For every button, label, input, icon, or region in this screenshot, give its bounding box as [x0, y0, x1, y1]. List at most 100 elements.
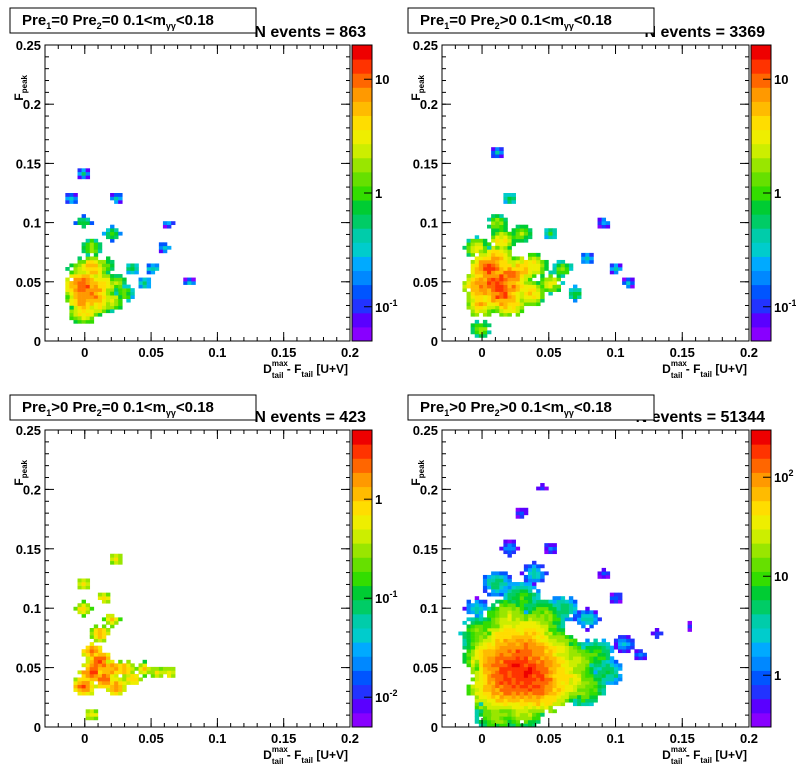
heatmap-bin	[511, 670, 516, 675]
heatmap-bin	[572, 691, 578, 696]
heatmap-bin	[536, 719, 541, 724]
heatmap-bin	[511, 277, 516, 282]
heatmap-bin	[523, 681, 529, 685]
heatmap-bin	[495, 712, 500, 717]
heatmap-bin	[482, 624, 488, 629]
heatmap-bin	[507, 288, 512, 292]
heatmap-bin	[544, 281, 549, 285]
heatmap-bin	[527, 610, 533, 615]
heatmap-bin	[81, 217, 86, 222]
heatmap-bin	[106, 228, 111, 233]
heatmap-bin	[77, 305, 82, 310]
heatmap-bin	[507, 582, 512, 586]
color-bar-step	[751, 698, 771, 714]
heatmap-bin	[491, 288, 496, 292]
color-bar-step	[352, 529, 372, 544]
heatmap-bin	[585, 610, 590, 615]
color-bar-step	[352, 613, 372, 629]
heatmap-bin	[507, 719, 512, 724]
heatmap-bin	[487, 309, 492, 314]
heatmap-bin	[97, 242, 103, 247]
heatmap-bin	[540, 613, 545, 618]
heatmap-bin	[474, 270, 480, 275]
heatmap-bin	[527, 698, 533, 703]
heatmap-bin	[495, 638, 500, 643]
heatmap-bin	[687, 624, 692, 629]
heatmap-bin	[81, 649, 86, 654]
heatmap-bin	[495, 698, 500, 703]
heatmap-bin	[482, 712, 488, 717]
heatmap-bin	[73, 681, 78, 685]
heatmap-bin	[552, 288, 557, 292]
heatmap-bin	[81, 295, 86, 300]
heatmap-bin	[507, 543, 512, 547]
heatmap-bin	[519, 610, 525, 615]
heatmap-bin	[487, 263, 492, 268]
heatmap-bin	[487, 681, 492, 685]
heatmap-bin	[118, 677, 123, 682]
heatmap-bin	[511, 305, 516, 310]
heatmap-bin	[474, 302, 480, 307]
y-axis-label: Fpeak	[409, 459, 426, 485]
heatmap-bin	[482, 719, 488, 724]
heatmap-bin	[73, 270, 78, 275]
heatmap-bin	[89, 267, 95, 271]
heatmap-bin	[564, 599, 570, 604]
heatmap-bin	[85, 259, 91, 264]
color-bar-step	[352, 256, 372, 272]
heatmap-bin	[593, 638, 598, 643]
heatmap-bin	[527, 578, 533, 583]
heatmap-bin	[81, 263, 86, 268]
heatmap-bin	[495, 610, 500, 615]
color-bar-step	[352, 200, 372, 215]
heatmap-bin	[589, 256, 594, 261]
heatmap-bin	[495, 670, 500, 675]
heatmap-bin	[556, 288, 561, 292]
heatmap-bin	[73, 277, 78, 282]
heatmap-bin	[544, 550, 549, 555]
heatmap-bin	[532, 617, 537, 622]
heatmap-bin	[540, 705, 545, 710]
heatmap-bin	[101, 652, 107, 657]
color-bar-step	[751, 157, 771, 173]
heatmap-bin	[495, 723, 500, 728]
heatmap-bin	[626, 281, 631, 285]
heatmap-bin	[158, 666, 164, 671]
heatmap-bin	[613, 677, 619, 682]
heatmap-bin	[585, 645, 590, 650]
heatmap-bin	[118, 681, 123, 685]
y-tick-label: 0.05	[16, 661, 41, 676]
heatmap-bin	[138, 663, 143, 668]
heatmap-bin	[564, 684, 570, 689]
heatmap-bin	[171, 221, 176, 226]
heatmap-bin	[81, 249, 86, 254]
color-bar-step	[352, 171, 372, 187]
heatmap-bin	[507, 709, 512, 714]
heatmap-bin	[482, 582, 488, 586]
heatmap-bin	[523, 723, 529, 728]
heatmap-bin	[540, 666, 545, 671]
heatmap-bin	[110, 228, 115, 233]
heatmap-bin	[605, 221, 611, 226]
heatmap-bin	[466, 274, 471, 278]
heatmap-bin	[556, 649, 561, 654]
heatmap-bin	[81, 224, 86, 229]
heatmap-bin	[593, 663, 598, 668]
heatmap-bin	[466, 688, 471, 692]
heatmap-bin	[478, 330, 484, 335]
heatmap-bin	[495, 252, 500, 257]
heatmap-bin	[482, 281, 488, 285]
heatmap-bin	[499, 295, 504, 300]
heatmap-bin	[491, 224, 496, 229]
heatmap-bin	[548, 550, 553, 555]
heatmap-bin	[589, 702, 594, 707]
heatmap-bin	[581, 645, 586, 650]
heatmap-bin	[487, 620, 492, 625]
heatmap-bin	[507, 695, 512, 700]
heatmap-bin	[519, 263, 525, 268]
heatmap-bin	[491, 291, 496, 296]
heatmap-bin	[69, 312, 74, 317]
heatmap-bin	[532, 684, 537, 689]
heatmap-bin	[470, 645, 476, 650]
